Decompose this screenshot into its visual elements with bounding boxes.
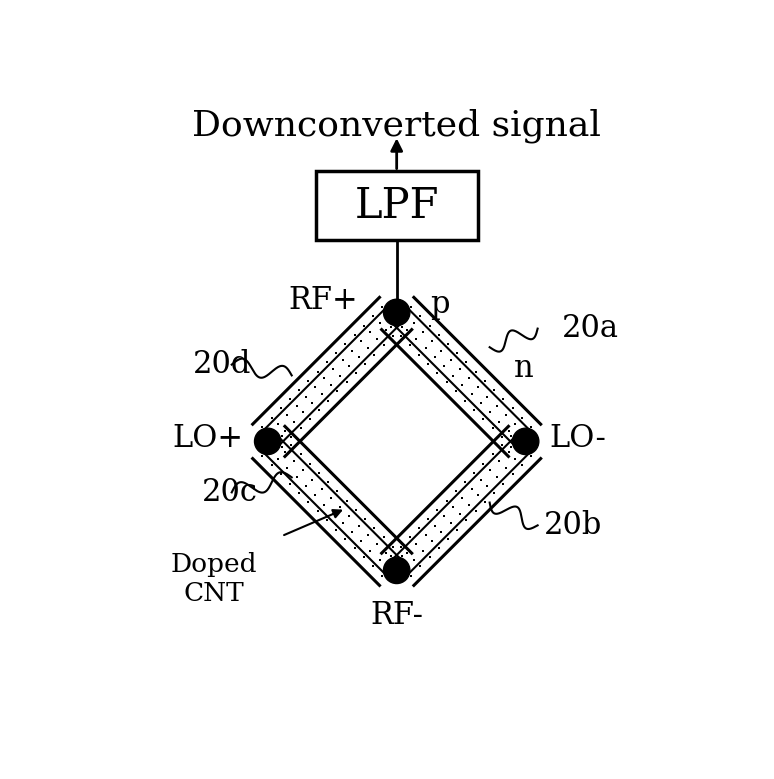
Text: RF+: RF+ (288, 285, 358, 316)
Text: p: p (430, 289, 449, 320)
Text: n: n (514, 353, 533, 384)
Circle shape (512, 428, 539, 455)
Text: LO+: LO+ (173, 423, 244, 454)
Bar (316, 171, 478, 241)
Text: 20d: 20d (193, 349, 251, 380)
Circle shape (383, 299, 410, 326)
Text: Downconverted signal: Downconverted signal (192, 108, 601, 143)
Text: LO-: LO- (550, 423, 607, 454)
Text: LPF: LPF (354, 185, 439, 227)
Polygon shape (252, 296, 413, 457)
Polygon shape (381, 296, 542, 457)
Text: 20c: 20c (202, 477, 258, 508)
Text: 20b: 20b (543, 510, 602, 541)
Text: Doped
CNT: Doped CNT (170, 552, 257, 606)
Circle shape (383, 557, 410, 583)
Polygon shape (381, 425, 542, 587)
Circle shape (255, 428, 281, 455)
Text: RF-: RF- (370, 601, 423, 631)
Polygon shape (252, 425, 413, 587)
Text: 20a: 20a (562, 313, 618, 344)
